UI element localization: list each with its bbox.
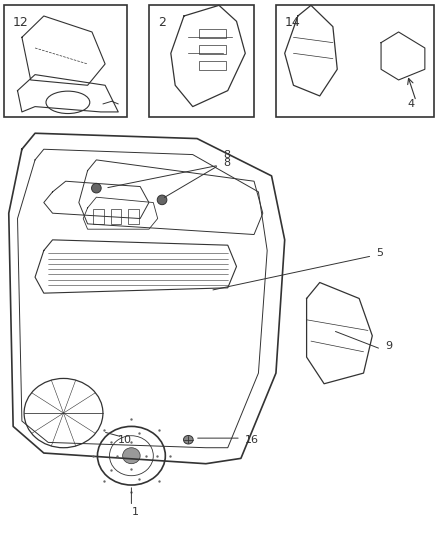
Bar: [276, 5, 434, 117]
Text: 4: 4: [407, 99, 414, 109]
Text: 10: 10: [118, 435, 132, 445]
Ellipse shape: [123, 448, 140, 464]
Text: 12: 12: [13, 16, 29, 29]
Bar: [128, 209, 139, 224]
Text: 5: 5: [377, 248, 384, 258]
Bar: [199, 61, 226, 70]
Text: 8: 8: [223, 150, 230, 160]
Bar: [199, 29, 226, 38]
Text: 16: 16: [245, 435, 259, 445]
Ellipse shape: [92, 183, 101, 193]
Bar: [111, 209, 121, 224]
Text: 9: 9: [385, 342, 392, 351]
Text: 2: 2: [158, 16, 166, 29]
Bar: [199, 45, 226, 54]
Ellipse shape: [157, 195, 167, 205]
Text: 14: 14: [285, 16, 300, 29]
Text: 1: 1: [131, 507, 138, 516]
Ellipse shape: [184, 435, 193, 444]
Bar: [4, 5, 127, 117]
Text: 8: 8: [223, 158, 230, 167]
Bar: [149, 5, 254, 117]
Bar: [93, 209, 104, 224]
